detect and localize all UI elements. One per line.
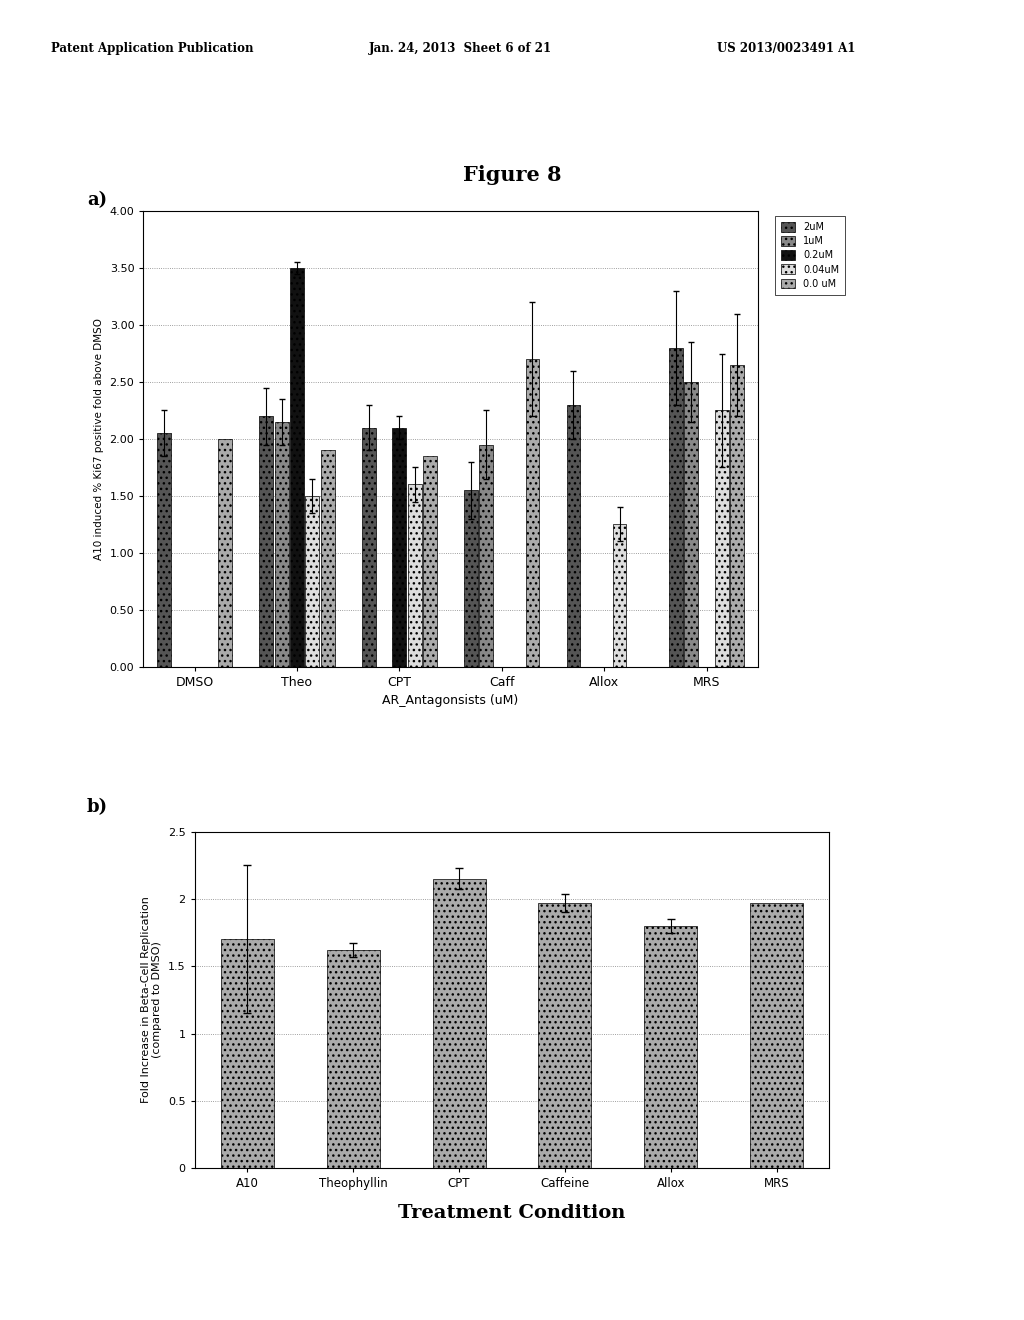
X-axis label: AR_Antagonsists (uM): AR_Antagonsists (uM) (382, 694, 519, 708)
Text: Patent Application Publication: Patent Application Publication (51, 42, 254, 55)
Bar (750, 903, 803, 1168)
Bar (479, 445, 494, 667)
Y-axis label: A10 induced % Ki67 positive fold above DMSO: A10 induced % Ki67 positive fold above D… (94, 318, 104, 560)
Bar (327, 950, 380, 1168)
Bar (361, 428, 376, 667)
Bar (715, 411, 729, 667)
Bar (644, 925, 697, 1168)
Bar (730, 364, 744, 667)
Text: Figure 8: Figure 8 (463, 165, 561, 185)
Legend: 2uM, 1uM, 0.2uM, 0.04uM, 0.0 uM: 2uM, 1uM, 0.2uM, 0.04uM, 0.0 uM (775, 216, 845, 294)
Bar (566, 405, 581, 667)
Text: US 2013/0023491 A1: US 2013/0023491 A1 (717, 42, 855, 55)
Text: Jan. 24, 2013  Sheet 6 of 21: Jan. 24, 2013 Sheet 6 of 21 (369, 42, 552, 55)
Bar (684, 381, 698, 667)
Bar (259, 416, 273, 667)
X-axis label: Treatment Condition: Treatment Condition (398, 1204, 626, 1222)
Bar (218, 438, 232, 667)
Bar (408, 484, 422, 667)
Bar (290, 268, 304, 667)
Bar (321, 450, 335, 667)
Bar (525, 359, 540, 667)
Bar (539, 903, 592, 1168)
Bar (464, 490, 478, 667)
Bar (612, 524, 627, 667)
Bar (669, 348, 683, 667)
Bar (221, 940, 274, 1168)
Bar (274, 422, 289, 667)
Text: a): a) (87, 190, 108, 209)
Bar (432, 879, 485, 1168)
Bar (392, 428, 407, 667)
Text: b): b) (87, 797, 109, 816)
Y-axis label: Fold Increase in Beta-Cell Replication
(compared to DMSO): Fold Increase in Beta-Cell Replication (… (140, 896, 162, 1104)
Bar (423, 455, 437, 667)
Bar (305, 496, 319, 667)
Bar (157, 433, 171, 667)
